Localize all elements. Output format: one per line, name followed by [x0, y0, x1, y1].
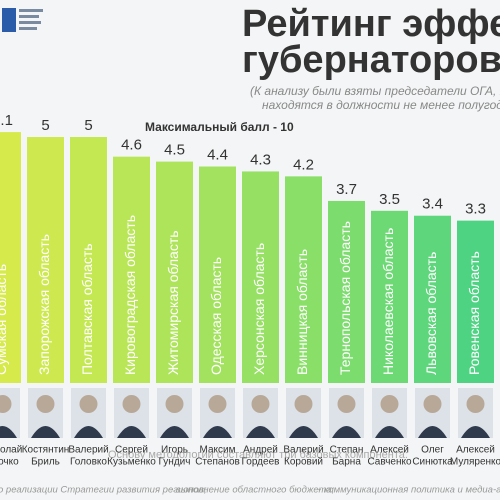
category-label: Херсонская область [251, 243, 267, 375]
value-label: 4.6 [121, 137, 142, 154]
photo-head [79, 395, 98, 413]
footer-text: о реализации Стратегии развития регионов… [0, 485, 207, 496]
person-name: Головко [70, 457, 107, 468]
value-label: 4.3 [250, 151, 271, 168]
bar [70, 137, 107, 383]
photo-head [122, 395, 141, 413]
photo-body [418, 426, 447, 438]
value-label: 3.3 [465, 201, 486, 218]
category-label: Кировоградская область [122, 215, 138, 375]
person-name: Гундич [159, 457, 191, 468]
category-label: Одесская область [208, 257, 224, 375]
subtitle: находятся в должности не менее полугода) [262, 98, 500, 112]
person-name: Николай [0, 445, 22, 456]
title: Рейтинг эффективности [242, 3, 500, 45]
bar [285, 176, 322, 383]
category-label: Запорожская область [36, 234, 52, 375]
person-name: Олег [421, 445, 444, 456]
photo-head [466, 395, 485, 413]
photo-head [380, 395, 399, 413]
photo-body [203, 426, 232, 438]
bar [0, 132, 21, 383]
person-name: Муляренко [450, 457, 500, 468]
footer-text: - коммуникационная политика и медиа-акти… [318, 485, 500, 496]
person-name: Костянтин [22, 445, 70, 456]
footer-text: Основу методологии составляют три базовы… [108, 449, 408, 461]
person-name: Степан [330, 445, 364, 456]
category-label: Полтавская область [79, 243, 95, 375]
person-name: Барна [332, 457, 361, 468]
bar [414, 215, 451, 383]
bar [371, 210, 408, 383]
person-name: Валерий [68, 445, 108, 456]
category-label: Ровенская область [466, 251, 482, 375]
photo-body [461, 426, 490, 438]
bar [156, 161, 193, 383]
photo-body [375, 426, 404, 438]
bar [27, 137, 64, 383]
person-name: Максим [200, 445, 236, 456]
person-name: Савченко [367, 457, 412, 468]
category-label: Николаевская область [380, 228, 396, 375]
photo-head [294, 395, 313, 413]
photo-body [117, 426, 146, 438]
bar [199, 166, 236, 383]
person-name: Бриль [31, 457, 60, 468]
footer-bg [0, 442, 500, 500]
category-label: Сумская область [0, 264, 9, 375]
bar [242, 171, 279, 383]
photo-body [289, 426, 318, 438]
photo-body [246, 426, 275, 438]
photo-head [0, 395, 12, 413]
person-name: Алексей [370, 445, 409, 456]
annotation: Максимальный балл - 10 [145, 120, 294, 134]
person-name: Кузьменко [107, 457, 156, 468]
value-label: 4.5 [164, 142, 185, 159]
value-label: 3.4 [422, 196, 443, 213]
photo-head [337, 395, 356, 413]
photo-head [36, 395, 55, 413]
bar [457, 220, 494, 383]
person-name: Валерий [283, 445, 323, 456]
bar [328, 200, 365, 383]
person-name: Клочко [0, 457, 19, 468]
photo-head [251, 395, 270, 413]
category-label: Житомирская область [165, 230, 181, 375]
category-label: Львовская область [423, 252, 439, 375]
value-label: 5 [41, 117, 49, 134]
photo-head [423, 395, 442, 413]
title: губернаторов [242, 39, 500, 81]
photo-body [332, 426, 361, 438]
photo-body [31, 426, 60, 438]
footer-text: - выполнение областного бюджета; [170, 485, 335, 496]
person-name: Гордеев [242, 457, 280, 468]
logo [2, 8, 43, 32]
photo-head [208, 395, 227, 413]
bar [113, 156, 150, 383]
person-name: Синютка [412, 457, 453, 468]
photo-body [160, 426, 189, 438]
photo-body [0, 426, 17, 438]
value-label: 5 [84, 117, 92, 134]
person-name: Коровий [284, 457, 323, 468]
person-name: Андрей [243, 445, 278, 456]
value-label: 5.1 [0, 112, 13, 129]
category-label: Тернопольская область [337, 221, 353, 375]
person-name: Сергей [115, 445, 148, 456]
value-label: 3.5 [379, 191, 400, 208]
value-label: 4.2 [293, 156, 314, 173]
photo-body [74, 426, 103, 438]
value-label: 3.7 [336, 181, 357, 198]
person-name: Игорь [161, 445, 188, 456]
person-name: Степанов [195, 457, 240, 468]
category-label: Винницкая область [294, 249, 310, 375]
subtitle: (К анализу были взяты председатели ОГА, … [250, 84, 500, 98]
person-name: Алексей [456, 445, 495, 456]
value-label: 4.4 [207, 146, 228, 163]
photo-head [165, 395, 184, 413]
